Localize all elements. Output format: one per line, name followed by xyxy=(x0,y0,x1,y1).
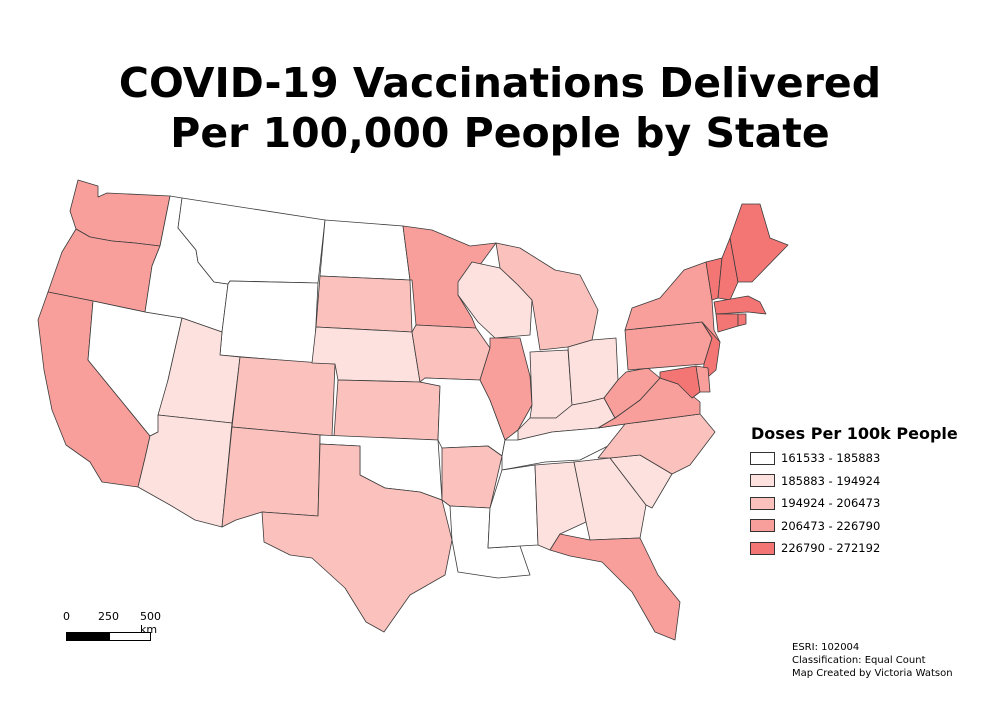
legend-label: 194924 - 206473 xyxy=(781,496,881,511)
scale-segment-white xyxy=(109,632,151,641)
state-new-hampshire xyxy=(717,237,739,301)
legend-title: Doses Per 100k People xyxy=(751,424,958,443)
legend-item: 194924 - 206473 xyxy=(750,492,958,515)
scale-segment-black xyxy=(66,632,110,641)
credit-source: ESRI: 102004 xyxy=(792,642,860,653)
legend-swatch xyxy=(750,541,775,555)
state-texas xyxy=(261,443,453,633)
legend-label: 206473 - 226790 xyxy=(781,518,881,533)
credit-author: Map Created by Victoria Watson xyxy=(792,668,953,679)
legend-label: 185883 - 194924 xyxy=(781,473,881,488)
legend-swatch xyxy=(750,519,775,533)
scale-label-500: 500 km xyxy=(140,610,161,636)
map-title-line-1: COVID-19 Vaccinations Delivered xyxy=(118,59,882,107)
state-pennsylvania xyxy=(624,321,713,371)
legend-item: 161533 - 185883 xyxy=(750,447,958,470)
state-south-dakota xyxy=(315,275,413,333)
scale-bar: 0 250 500 km xyxy=(60,610,161,650)
map-title-line-2: Per 100,000 People by State xyxy=(170,109,830,157)
legend-item: 226790 - 272192 xyxy=(750,537,958,560)
state-new-mexico xyxy=(221,426,321,528)
scale-label-250: 250 xyxy=(98,610,119,623)
state-minnesota xyxy=(402,225,497,329)
legend-item: 185883 - 194924 xyxy=(750,470,958,493)
state-new-york xyxy=(624,261,721,343)
state-wyoming xyxy=(219,280,319,364)
state-illinois xyxy=(479,337,533,441)
scale-label-0: 0 xyxy=(63,610,70,623)
state-montana xyxy=(177,197,326,285)
legend-label: 226790 - 272192 xyxy=(781,541,881,556)
state-iowa xyxy=(411,324,491,383)
state-north-dakota xyxy=(319,219,411,281)
state-indiana xyxy=(529,349,573,419)
state-kansas xyxy=(333,379,441,441)
state-maine xyxy=(729,203,789,283)
legend-swatch xyxy=(750,496,775,510)
state-connecticut xyxy=(715,313,739,333)
state-florida xyxy=(549,533,681,641)
legend-item: 206473 - 226790 xyxy=(750,515,958,538)
credit-classification: Classification: Equal Count xyxy=(792,655,926,666)
state-west-virginia xyxy=(603,367,661,419)
map-credits: ESRI: 102004 Classification: Equal Count… xyxy=(792,641,953,680)
legend-swatch xyxy=(750,474,775,488)
map-legend: Doses Per 100k People 161533 - 185883 18… xyxy=(750,424,958,560)
legend-label: 161533 - 185883 xyxy=(781,451,881,466)
state-colorado xyxy=(231,356,336,437)
state-rhode-island xyxy=(737,313,747,327)
state-delaware xyxy=(695,365,711,393)
legend-swatch xyxy=(750,451,775,465)
